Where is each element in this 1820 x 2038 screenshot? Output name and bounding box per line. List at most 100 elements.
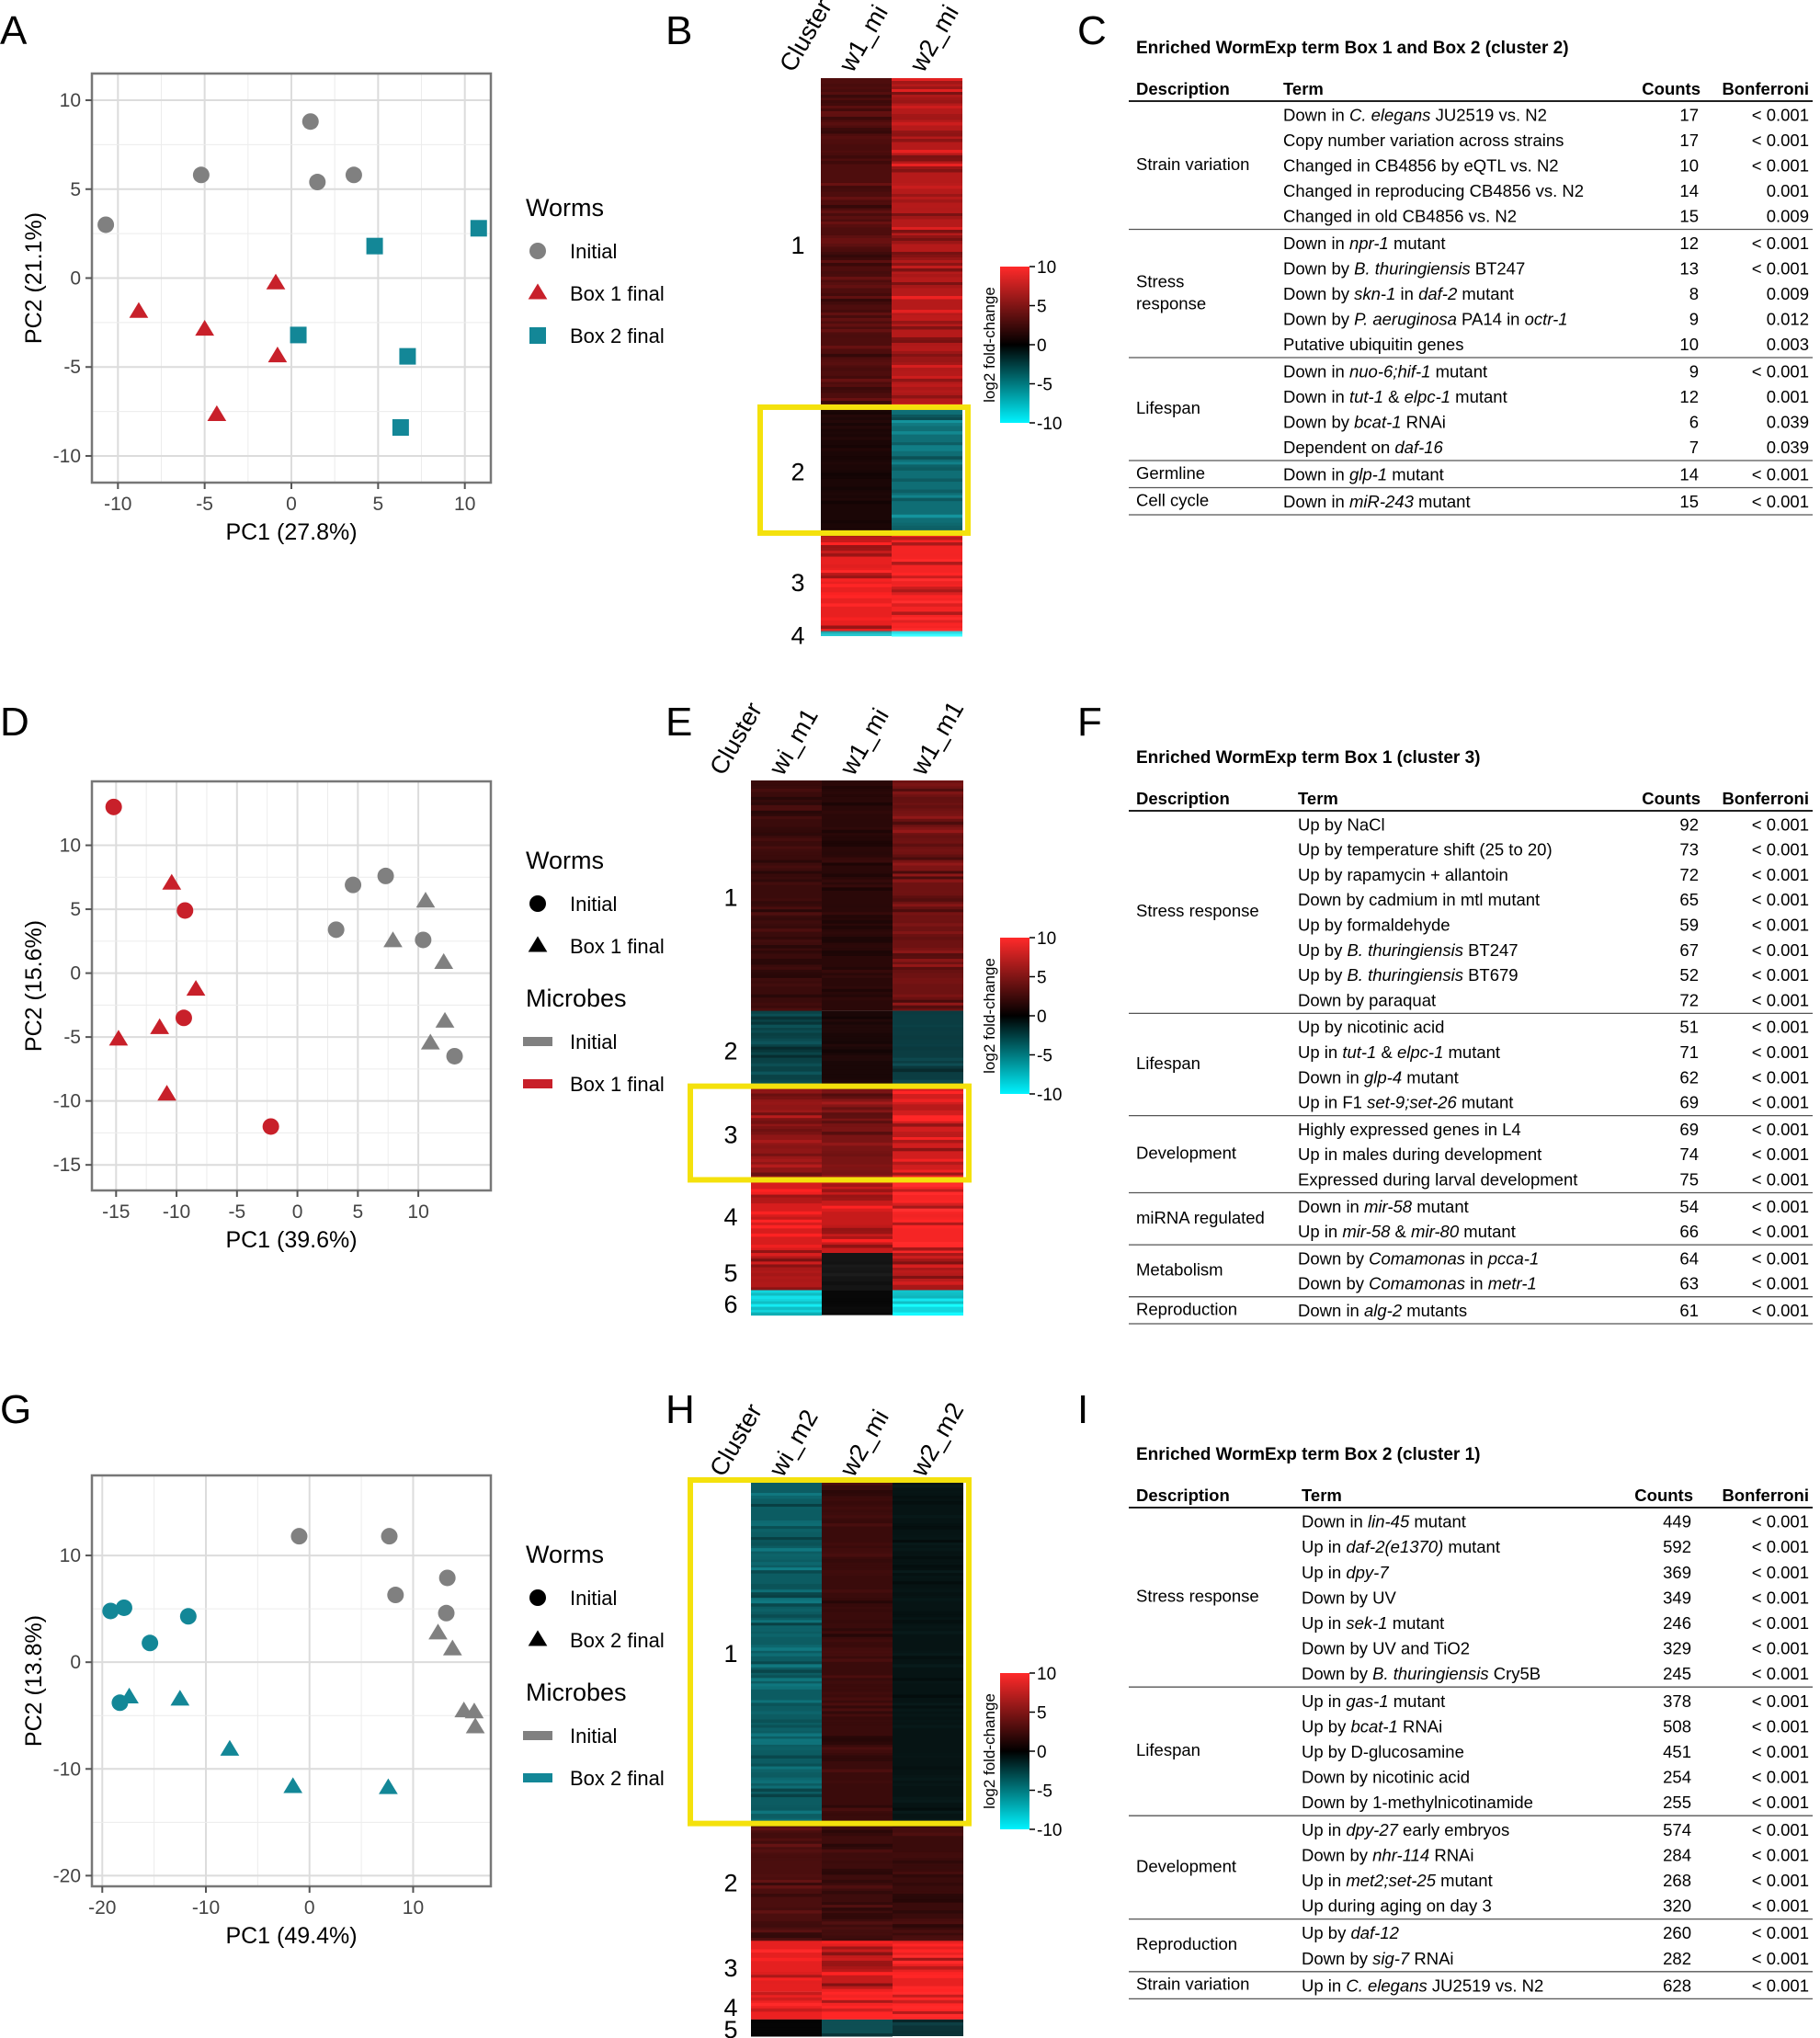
table-description: Strain variation <box>1136 1975 1249 1994</box>
heatmap-row <box>893 788 963 792</box>
heatmap-row <box>751 994 822 998</box>
heatmap-row <box>892 80 962 85</box>
heatmap-row <box>751 1526 822 1530</box>
heatmap-row <box>751 807 822 812</box>
heatmap-row <box>892 265 962 269</box>
data-point-circle <box>327 921 345 939</box>
heatmap-row <box>893 1498 963 1502</box>
heatmap-row <box>892 361 962 366</box>
heatmap-row <box>893 873 963 877</box>
heatmap-row <box>751 1975 822 1978</box>
heatmap-row <box>822 1943 893 1947</box>
heatmap-row <box>893 1115 963 1119</box>
heatmap-row <box>821 378 892 382</box>
table-bonferroni: < 0.001 <box>1752 865 1809 884</box>
heatmap-row <box>893 1202 963 1207</box>
text-span: B. thuringiensis <box>1347 940 1462 960</box>
heatmap-row <box>821 221 892 225</box>
heatmap-row <box>822 926 893 929</box>
heatmap-row <box>751 951 822 954</box>
table-count: 15 <box>1679 207 1699 226</box>
heatmap-row <box>751 1264 822 1269</box>
heatmap-row <box>751 1774 822 1779</box>
heatmap-row <box>892 78 962 82</box>
heatmap-row <box>821 584 892 587</box>
heatmap-row <box>821 295 892 300</box>
table-term: Down by nhr-114 RNAi <box>1302 1845 1474 1864</box>
data-point-triangle <box>195 320 215 336</box>
text-span: Cry5B <box>1489 1664 1541 1683</box>
heatmap-row <box>822 2008 893 2012</box>
heatmap-row <box>892 617 962 621</box>
legend-label: Initial <box>570 1587 617 1610</box>
panel-letter-g: G <box>0 1387 31 1432</box>
heatmap-row <box>822 810 893 814</box>
heatmap-row <box>893 1057 963 1062</box>
heatmap-row <box>892 420 962 424</box>
heatmap-row <box>821 547 892 552</box>
heatmap-row <box>892 157 962 162</box>
column-header: w2_m2 <box>904 1398 969 1482</box>
table-bonferroni: < 0.001 <box>1752 1563 1809 1582</box>
heatmap-row <box>893 1035 963 1040</box>
heatmap-row <box>822 1988 893 1993</box>
heatmap-row <box>751 1200 822 1204</box>
heatmap-row <box>751 958 822 962</box>
heatmap-row <box>822 1548 893 1552</box>
table-description: Lifespan <box>1136 398 1200 417</box>
heatmap-row <box>893 1921 963 1925</box>
heatmap-row <box>893 1559 963 1563</box>
heatmap-row <box>822 1680 893 1684</box>
heatmap-row <box>821 160 892 165</box>
heatmap-row <box>751 1024 822 1029</box>
heatmap-row <box>893 1043 963 1048</box>
colorbar-tick-label: -5 <box>1037 1782 1052 1802</box>
text-span: mutant <box>1412 1197 1469 1216</box>
heatmap-row <box>893 904 963 907</box>
heatmap-row <box>893 994 963 998</box>
heatmap-row <box>893 1298 963 1303</box>
heatmap-row <box>751 2008 822 2012</box>
heatmap-row <box>822 1559 893 1563</box>
heatmap-row <box>751 1818 822 1823</box>
heatmap-row <box>822 851 893 856</box>
table-count: 260 <box>1663 1923 1691 1942</box>
cluster-label: 5 <box>723 1259 737 1287</box>
cluster-label: 4 <box>791 621 804 649</box>
heatmap-row <box>822 1686 893 1690</box>
text-span: Expressed during larval development <box>1298 1170 1577 1190</box>
table-bonferroni: < 0.001 <box>1752 1768 1809 1787</box>
x-tick-label: -20 <box>88 1897 116 1918</box>
text-span: RNAi <box>1409 1949 1453 1968</box>
legend-title: Worms <box>526 1541 604 1568</box>
heatmap-row <box>751 2030 822 2034</box>
panel-letter-h: H <box>665 1387 695 1432</box>
heatmap-row <box>893 2013 963 2018</box>
heatmap-row <box>821 154 892 159</box>
heatmap-row <box>751 1991 822 1996</box>
heatmap-row <box>751 1071 822 1076</box>
heatmap-row <box>822 1938 893 1941</box>
heatmap-row <box>751 1032 822 1037</box>
heatmap-row <box>893 1755 963 1759</box>
table-description: Development <box>1136 1856 1236 1875</box>
heatmap-row <box>822 1043 893 1048</box>
heatmap-row <box>892 317 962 322</box>
heatmap-row <box>822 1705 893 1709</box>
heatmap-row <box>751 1197 822 1201</box>
heatmap-row <box>892 478 962 483</box>
heatmap-row <box>822 1813 893 1817</box>
heatmap-row <box>892 138 962 142</box>
heatmap-row <box>751 969 822 973</box>
table-count: 8 <box>1689 284 1699 303</box>
heatmap-row <box>893 860 963 864</box>
heatmap-row <box>822 1946 893 1951</box>
heatmap-row <box>822 994 893 998</box>
text-span: Comamonas <box>1369 1274 1465 1293</box>
column-header: w1_m1 <box>904 697 969 780</box>
heatmap-row <box>822 1112 893 1116</box>
heatmap-row <box>893 876 963 880</box>
colorbar-tick-label: -10 <box>1037 415 1062 434</box>
text-span: mutant <box>1436 1871 1493 1890</box>
heatmap-row <box>751 1584 822 1588</box>
